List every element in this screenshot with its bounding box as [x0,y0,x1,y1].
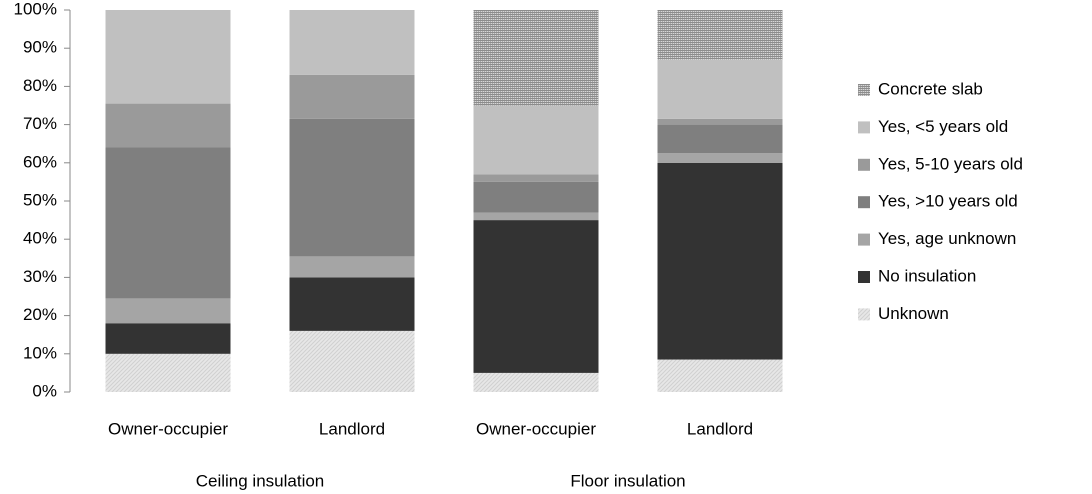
y-tick-label: 100% [14,0,57,18]
bar-segment [105,323,231,354]
bar-segment [289,277,415,331]
x-tick-label: Owner-occupier [108,419,228,438]
bar-segment [289,256,415,278]
x-tick-label: Landlord [319,419,385,438]
bar-segment [657,10,783,60]
y-tick-label: 40% [23,229,57,248]
bar-segment [473,220,599,373]
legend-swatch [858,233,870,246]
legend-swatch [858,121,870,134]
legend-label: Yes, 5-10 years old [878,154,1023,173]
y-tick-label: 50% [23,190,57,209]
group-label: Floor insulation [570,471,685,490]
legend-swatch [858,196,870,209]
legend-label: Unknown [878,304,949,323]
bar-segment [473,105,599,175]
bar-segment [289,330,415,392]
y-tick-label: 60% [23,152,57,171]
legend-label: Concrete slab [878,79,983,98]
y-tick-label: 80% [23,76,57,95]
bar-segment [473,174,599,182]
legend-swatch [858,84,870,96]
bar-segment [657,153,783,163]
y-tick-label: 30% [23,267,57,286]
legend-swatch [858,308,870,321]
legend-swatch [858,271,870,283]
bar-segment [105,298,231,324]
bar-segment [473,181,599,213]
y-tick-label: 70% [23,114,57,133]
bar-segment [105,103,231,148]
x-tick-label: Owner-occupier [476,419,596,438]
legend-label: Yes, <5 years old [878,117,1008,136]
bar-segment [657,124,783,154]
legend-label: Yes, >10 years old [878,192,1018,211]
bar-segment [473,10,599,106]
legend-label: No insulation [878,266,976,285]
bar-segment [473,212,599,221]
bar-segment [657,359,783,392]
y-tick-label: 0% [32,381,57,400]
bar-segment [473,372,599,392]
group-label: Ceiling insulation [196,471,325,490]
x-tick-label: Landlord [687,419,753,438]
legend-swatch [858,158,870,171]
bar-segment [105,10,231,104]
bar-segment [657,118,783,125]
bar-segment [289,10,415,75]
bar-segment [657,162,783,360]
y-tick-label: 20% [23,305,57,324]
bar-segment [105,147,231,299]
y-tick-label: 90% [23,38,57,57]
legend-label: Yes, age unknown [878,229,1016,248]
y-tick-label: 10% [23,343,57,362]
bar-segment [289,118,415,257]
bar-segment [289,74,415,119]
bar-segment [657,59,783,119]
bar-segment [105,353,231,392]
